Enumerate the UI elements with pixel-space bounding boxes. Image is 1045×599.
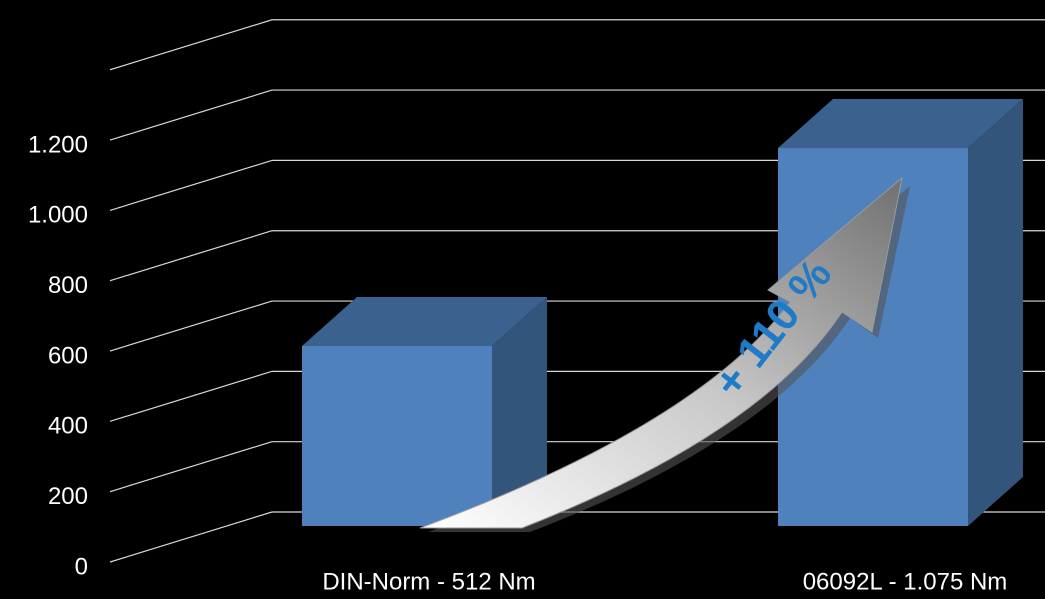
grid-line — [109, 441, 273, 493]
grid-line — [109, 89, 273, 141]
bar — [302, 345, 492, 526]
arrow-body — [419, 176, 903, 529]
y-tick-label: 0 — [75, 553, 88, 580]
y-tick-label: 1.000 — [28, 202, 88, 229]
arrow-shadow — [428, 186, 910, 532]
bar-top — [778, 99, 1023, 149]
bar-top — [302, 296, 547, 346]
grid-line — [109, 511, 273, 563]
x-tick-label: DIN-Norm - 512 Nm — [322, 568, 535, 595]
x-tick-label: 06092L - 1.075 Nm — [803, 568, 1008, 595]
grid-line — [109, 159, 273, 211]
y-tick-label: 200 — [48, 483, 88, 510]
grid-line — [109, 230, 273, 282]
grid-line — [109, 300, 273, 352]
grid-line — [109, 19, 273, 71]
y-tick-label: 800 — [48, 272, 88, 299]
grid-line — [109, 370, 273, 422]
y-tick-label: 600 — [48, 342, 88, 369]
y-tick-label: 400 — [48, 413, 88, 440]
y-tick-label: 1.200 — [28, 131, 88, 158]
bar-side — [492, 296, 547, 526]
bar-side — [968, 99, 1023, 526]
